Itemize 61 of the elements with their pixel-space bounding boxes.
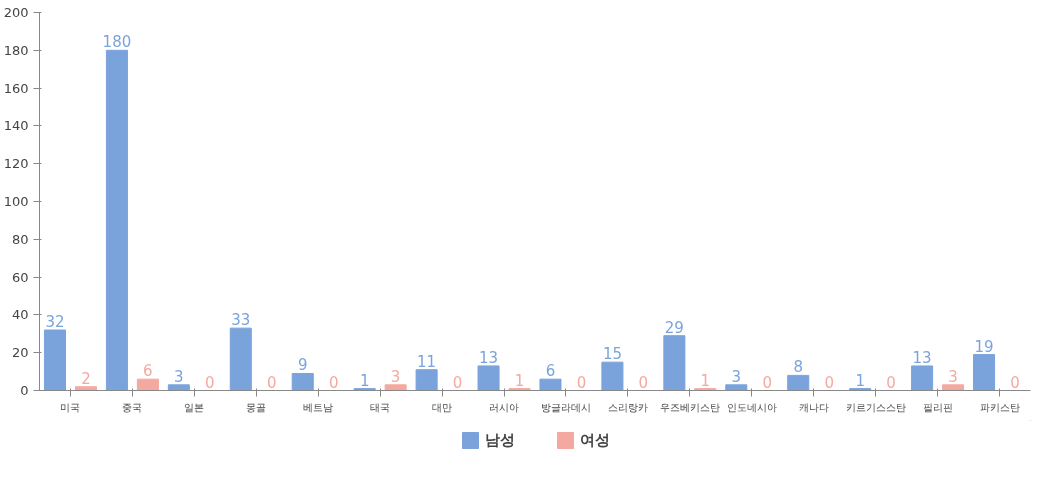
- y-tick-label: 120: [3, 156, 29, 172]
- data-label: 0: [638, 373, 649, 392]
- x-tick-label: 일본: [184, 401, 205, 413]
- data-label: 0: [576, 373, 587, 392]
- legend-label: 남성: [484, 430, 515, 450]
- data-label: 0: [452, 373, 463, 392]
- x-tick-label: 러시아: [489, 401, 520, 413]
- data-label: 3: [174, 367, 184, 386]
- data-label: 1: [359, 371, 370, 390]
- legend-label: 여성: [579, 430, 610, 450]
- y-tick-label: 200: [3, 5, 29, 20]
- data-label: 0: [762, 373, 773, 392]
- data-label: 3: [948, 367, 958, 386]
- data-label: 0: [1010, 373, 1020, 392]
- x-tick-label: 우즈베키스탄: [659, 401, 720, 413]
- data-label: 0: [824, 373, 834, 392]
- y-tick-label: 180: [3, 42, 29, 58]
- x-tick-label: 인도네시아: [726, 401, 777, 413]
- x-tick-label: 방글라데시: [540, 401, 591, 413]
- data-label: 0: [205, 373, 215, 392]
- x-tick-label: 스리랑카: [607, 401, 648, 413]
- x-tick-label: 중국: [122, 401, 143, 413]
- x-tick-label: 몽골: [246, 401, 267, 413]
- data-label: 1: [855, 371, 865, 390]
- x-tick-label: 키르기스스탄: [845, 401, 906, 413]
- data-label: 13: [912, 348, 932, 367]
- x-tick-label: 대만: [432, 401, 453, 413]
- y-tick-label: 40: [11, 307, 29, 323]
- y-tick-label: 60: [11, 269, 29, 285]
- data-label: 29: [664, 318, 684, 337]
- y-tick-label: 100: [3, 194, 29, 209]
- data-label: 1: [700, 371, 711, 390]
- y-tick-label: 0: [20, 383, 29, 398]
- data-label: 11: [417, 352, 437, 371]
- data-label: 8: [793, 358, 804, 377]
- y-tick-label: 160: [3, 80, 29, 96]
- data-label: 6: [545, 362, 556, 381]
- data-label: 6: [143, 362, 153, 381]
- y-tick-label: 80: [11, 231, 29, 247]
- data-label: 13: [479, 348, 499, 367]
- data-label: 3: [390, 367, 401, 386]
- data-label: 32: [45, 313, 65, 332]
- data-label: 0: [266, 373, 277, 392]
- x-tick-label: 캐나다: [798, 401, 829, 413]
- y-tick-label: 20: [11, 345, 29, 361]
- data-label: 0: [886, 373, 896, 392]
- data-label: 33: [231, 311, 251, 330]
- data-label: 19: [974, 337, 994, 356]
- data-label: 180: [102, 33, 132, 52]
- data-label: 9: [297, 356, 308, 375]
- x-tick-label: 파키스탄: [979, 401, 1020, 413]
- data-label: 3: [731, 367, 742, 386]
- x-tick-label: 필리핀: [922, 401, 953, 413]
- data-label: 0: [328, 373, 339, 392]
- x-tick-label: 태국: [370, 401, 391, 413]
- x-tick-label: 미국: [60, 401, 81, 413]
- x-tick-label: 베트남: [303, 401, 334, 413]
- data-label: 2: [81, 369, 91, 388]
- data-label: 1: [514, 371, 525, 390]
- y-tick-label: 140: [3, 118, 29, 134]
- data-label: 15: [602, 345, 622, 364]
